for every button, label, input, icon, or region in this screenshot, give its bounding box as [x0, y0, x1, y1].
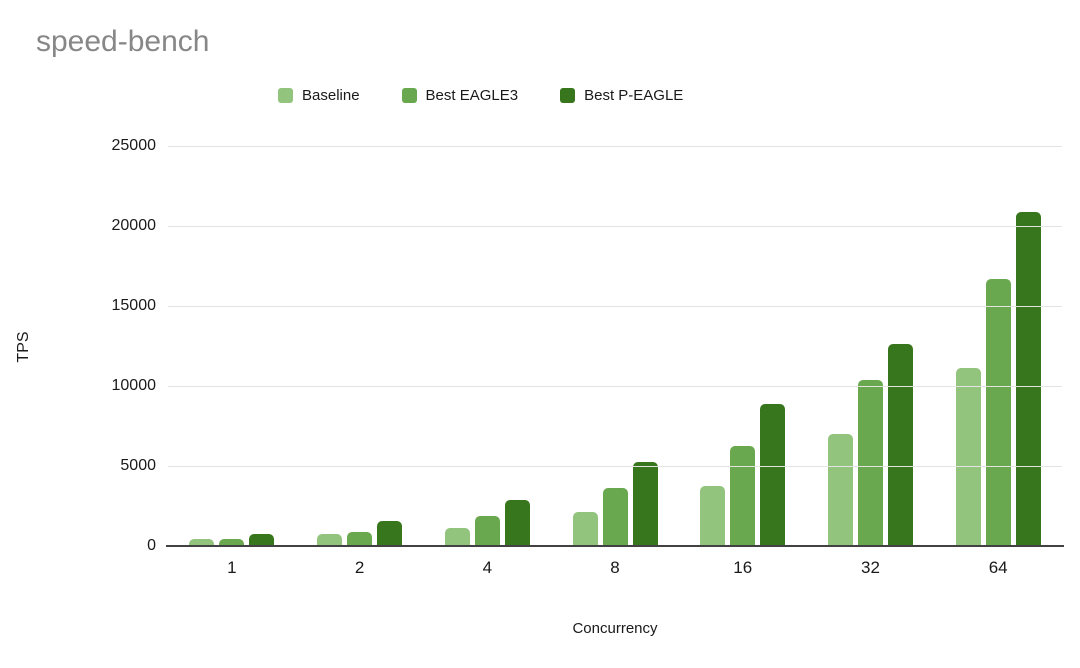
x-tick-label: 16	[733, 558, 753, 577]
legend-item-best-p-eagle: Best P-EAGLE	[560, 87, 683, 104]
bar-baseline	[189, 538, 215, 546]
bar-best-eagle3	[347, 532, 373, 546]
bar-groups	[168, 146, 1062, 546]
bar-group-1	[168, 146, 296, 546]
legend-swatch-best-p-eagle	[560, 88, 576, 103]
legend-item-best-eagle3: Best EAGLE3	[401, 87, 519, 104]
bar-group-8	[551, 146, 679, 546]
bar-best-p-eagle	[377, 521, 403, 546]
legend-item-baseline: Baseline	[278, 87, 360, 104]
bar-group-2	[296, 146, 424, 546]
legend-label: Best EAGLE3	[425, 87, 519, 104]
x-tick-label: 1	[227, 558, 237, 577]
bar-group-32	[807, 146, 935, 546]
gridline	[168, 306, 1062, 307]
bar-best-p-eagle	[249, 533, 275, 546]
x-axis-tick-labels: 1 2 4 8 16 32 64	[168, 558, 1062, 578]
chart-title: speed-bench	[36, 25, 210, 58]
bar-best-eagle3	[602, 488, 628, 546]
bar-best-eagle3	[985, 278, 1011, 546]
bar-baseline	[317, 534, 343, 546]
y-axis-tick-labels: 25000 20000 15000 10000 5000 0	[84, 137, 157, 554]
bar-baseline	[955, 368, 981, 546]
gridline	[168, 466, 1062, 467]
bar-best-eagle3	[219, 538, 245, 546]
bar-best-p-eagle	[887, 344, 913, 546]
bar-baseline	[572, 512, 598, 546]
y-tick-label: 0	[147, 537, 156, 554]
x-tick-label: 2	[354, 558, 365, 577]
x-tick-label: 8	[610, 558, 620, 577]
bar-baseline	[700, 486, 726, 546]
x-axis-line	[166, 545, 1064, 547]
y-tick-label: 20000	[111, 217, 157, 234]
y-tick-label: 5000	[120, 457, 156, 474]
bar-best-eagle3	[857, 379, 883, 546]
gridline	[168, 146, 1062, 147]
y-tick-label: 25000	[111, 137, 157, 154]
x-tick-label: 4	[482, 558, 493, 577]
y-axis-title: TPS	[15, 331, 32, 363]
legend-swatch-best-eagle3	[401, 88, 417, 103]
gridline	[168, 386, 1062, 387]
bar-best-eagle3	[730, 446, 756, 546]
legend-label: Best P-EAGLE	[584, 87, 684, 104]
x-axis-title: Concurrency	[572, 620, 658, 637]
bar-best-p-eagle	[632, 462, 658, 546]
legend-swatch-baseline	[278, 88, 293, 103]
bar-group-16	[679, 146, 807, 546]
bar-baseline	[444, 527, 470, 546]
bar-group-4	[423, 146, 551, 546]
bar-best-p-eagle	[504, 499, 530, 546]
y-tick-label: 10000	[111, 377, 157, 394]
plot-area	[166, 146, 1064, 547]
gridline	[168, 226, 1062, 227]
bar-best-eagle3	[474, 516, 500, 546]
bar-baseline	[827, 434, 853, 546]
bar-group-64	[934, 146, 1062, 546]
bar-best-p-eagle	[760, 404, 786, 546]
x-tick-label: 64	[988, 558, 1008, 577]
legend-label: Baseline	[302, 87, 360, 104]
x-tick-label: 32	[860, 558, 880, 577]
legend: Baseline Best EAGLE3 Best P-EAGLE	[278, 87, 683, 104]
bar-best-p-eagle	[1015, 211, 1041, 546]
y-tick-label: 15000	[111, 297, 157, 314]
